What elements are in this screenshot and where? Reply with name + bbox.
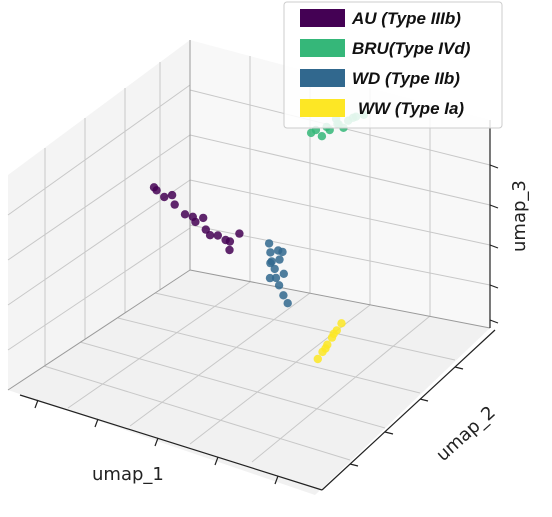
x-axis-label: umap_1 — [92, 464, 164, 485]
y-tick — [349, 463, 359, 467]
data-point — [266, 248, 275, 257]
y-axis-label: umap_2 — [432, 402, 499, 466]
x-tick — [34, 399, 39, 409]
grid-lines — [7, 56, 491, 463]
data-point — [264, 239, 274, 248]
back-left-pane — [8, 40, 190, 390]
data-point — [321, 344, 330, 353]
data-point — [306, 128, 316, 138]
grid-line — [117, 317, 421, 394]
data-point — [337, 319, 346, 328]
data-point — [205, 231, 215, 240]
axis-lines — [19, 120, 499, 491]
series-0 — [149, 183, 244, 255]
grid-line — [154, 292, 456, 361]
data-point — [317, 132, 327, 141]
data-point — [329, 329, 338, 338]
legend-label: WD (Type IIb) — [352, 69, 460, 88]
data-point — [278, 247, 287, 257]
data-point — [274, 281, 284, 290]
x-tick — [94, 418, 99, 428]
legend-frame — [283, 1, 503, 129]
data-point — [225, 245, 234, 255]
data-point — [266, 258, 275, 268]
data-point — [270, 264, 279, 274]
data-point — [279, 269, 288, 278]
grid-line — [79, 341, 386, 429]
legend-label: BRU(Type IVd) — [352, 39, 471, 58]
grid-line — [7, 134, 191, 261]
legend-label: AU (Type IIIb) — [351, 9, 461, 28]
z-tick — [489, 204, 499, 209]
edge-line — [7, 269, 191, 391]
data-point — [170, 200, 179, 209]
data-point — [235, 229, 244, 238]
x-axis-line — [19, 394, 323, 491]
grid-line — [7, 179, 191, 306]
x-tick — [274, 475, 279, 485]
data-point — [160, 192, 169, 202]
legend-entry-ww: WW (Type Ia) — [300, 99, 464, 118]
data-point — [275, 255, 284, 264]
grid-line — [7, 227, 191, 351]
data-point — [279, 291, 288, 300]
z-axis-label: umap_3 — [509, 180, 530, 252]
data-point — [271, 273, 281, 283]
axes-edges — [7, 40, 491, 391]
grid-line — [189, 179, 491, 246]
series-2 — [264, 239, 292, 308]
legend-label: WW (Type Ia) — [358, 99, 464, 118]
data-point — [221, 235, 230, 245]
data-point — [265, 273, 275, 283]
series-3 — [313, 319, 346, 364]
legend-entry-bru: BRU(Type IVd) — [300, 39, 471, 58]
x-tick — [154, 437, 159, 447]
legend-swatch — [300, 69, 345, 87]
z-tick — [489, 244, 499, 249]
grid-line — [67, 281, 251, 409]
legend-swatch — [300, 39, 345, 57]
y-axis-line — [321, 329, 496, 491]
grid-line — [189, 134, 491, 206]
data-point — [167, 190, 177, 200]
grid-line — [251, 315, 431, 463]
legend-swatch — [300, 99, 345, 117]
z-tick — [489, 164, 499, 169]
data-point — [199, 213, 208, 223]
y-tick — [454, 366, 464, 370]
grid-line — [7, 84, 191, 216]
y-tick — [419, 398, 429, 402]
data-point — [283, 299, 292, 308]
edge-line — [189, 269, 491, 329]
y-tick — [384, 431, 394, 435]
x-tick — [214, 456, 219, 466]
grid-line — [129, 292, 311, 427]
data-point — [152, 186, 161, 195]
z-tick — [489, 319, 499, 324]
legend-swatch — [300, 9, 345, 27]
floor-pane — [8, 270, 490, 495]
legend-entry-au: AU (Type IIIb) — [300, 9, 461, 28]
legend: AU (Type IIIb) BRU(Type IVd) WD (Type II… — [283, 1, 503, 129]
data-point — [188, 212, 197, 221]
z-tick — [489, 284, 499, 289]
grid-line — [43, 365, 351, 461]
data-point — [213, 231, 222, 240]
legend-entry-wd: WD (Type IIb) — [300, 69, 460, 88]
data-point — [313, 354, 322, 364]
data-point — [180, 210, 190, 219]
